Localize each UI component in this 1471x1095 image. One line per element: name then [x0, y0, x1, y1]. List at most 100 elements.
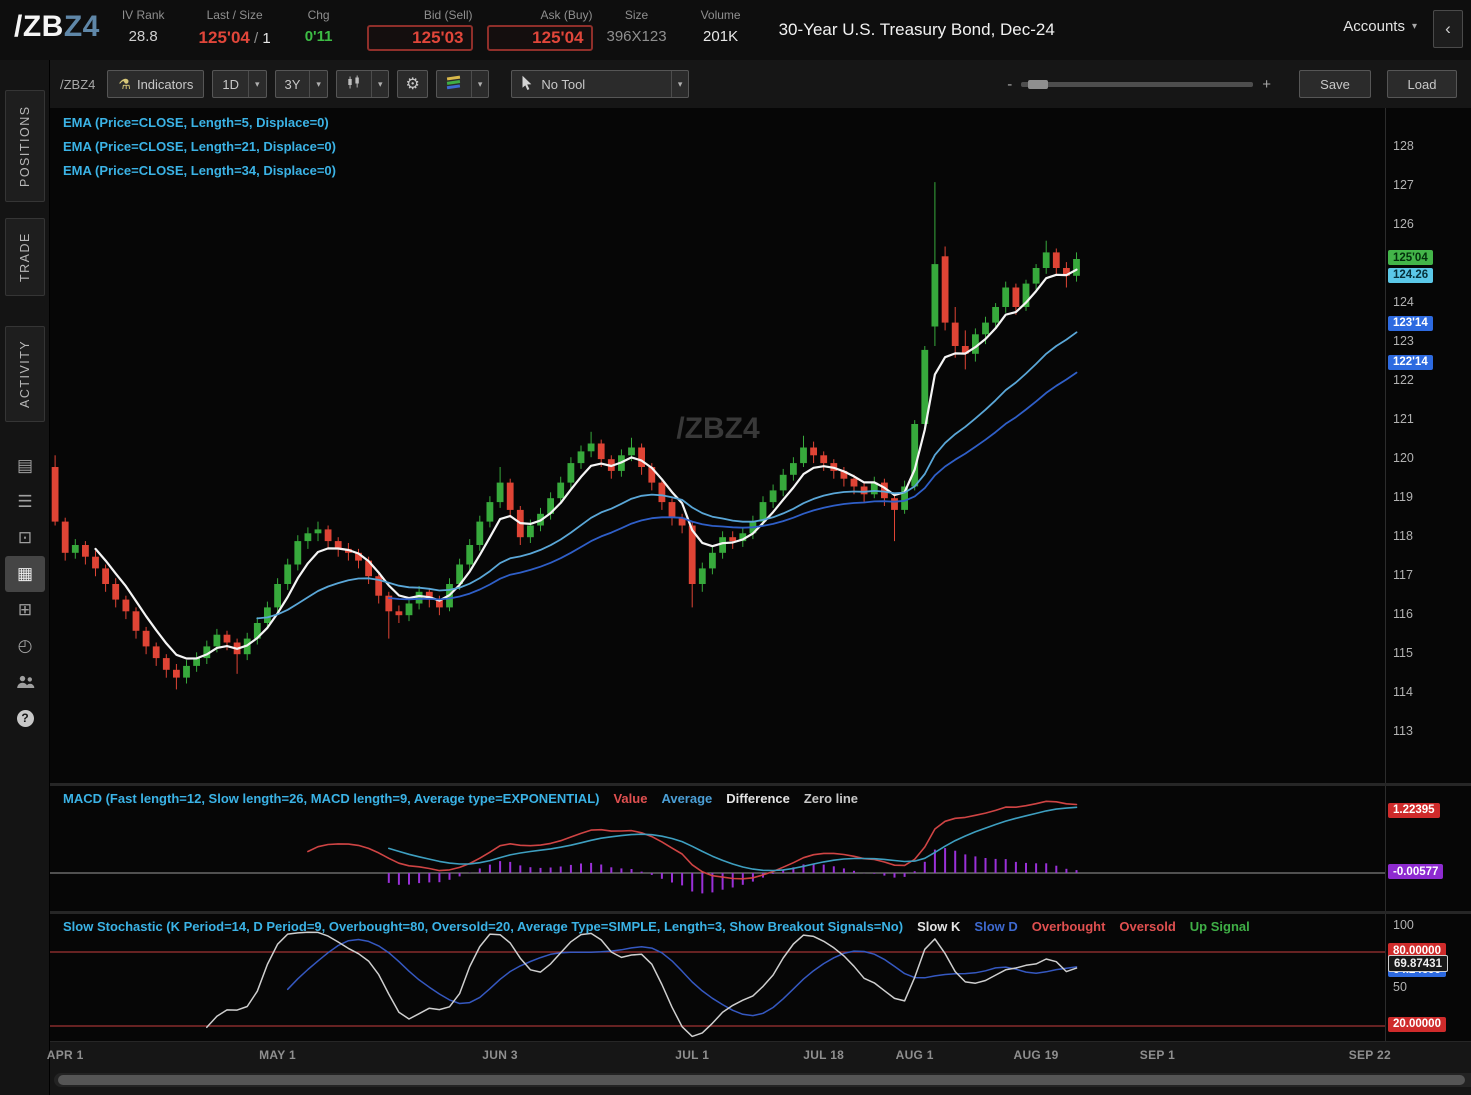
sidebar-calendar-icon[interactable]: ▤ [5, 448, 45, 484]
macd-legend-average: Average [661, 791, 713, 806]
macd-histogram [387, 848, 1078, 894]
sidebar-chart-icon[interactable]: ▦ [5, 556, 45, 592]
bid-sell-button[interactable]: 125'03 [366, 25, 473, 51]
price-axis[interactable]: 113 114 115 116 117 118 119 120 121 122 123 124 126 1… [1385, 108, 1471, 783]
drawing-style-dropdown[interactable]: ▾ [435, 70, 490, 98]
axis-tick-label: 117 [1393, 568, 1413, 583]
ema5-label[interactable]: EMA (Price=CLOSE, Length=5, Displace=0) [63, 115, 329, 130]
time-tick-label: JUL 1 [675, 1048, 710, 1062]
chg-label: Chg [307, 8, 330, 22]
zoom-slider-handle[interactable] [1028, 79, 1049, 89]
sidebar-tv-icon[interactable]: ⊡ [5, 520, 45, 556]
chart-scrollbar[interactable] [54, 1073, 1471, 1087]
bid-label: Bid (Sell) [423, 8, 473, 22]
chevron-down-icon: ▾ [470, 71, 489, 97]
macd-legend-value: Value [613, 791, 648, 806]
axis-badge: 20.00000 [1388, 1016, 1446, 1032]
range-dropdown[interactable]: 3Y ▾ [274, 70, 328, 98]
stoch-legend-slowd: Slow D [974, 919, 1018, 934]
macd-panel: 1.22395 -0.00577 MACD (Fast length=12, Sl… [50, 786, 1471, 911]
sidebar-help-icon[interactable]: ? [5, 700, 45, 736]
ask-buy-button[interactable]: 125'04 [486, 25, 593, 51]
axis-tick-label: 127 [1393, 178, 1414, 193]
load-button[interactable]: Load [1387, 70, 1457, 98]
list-icon: ☰ [17, 492, 33, 511]
symbol-root: /ZB [14, 10, 64, 43]
accounts-menu[interactable]: Accounts ▾ [1343, 18, 1417, 35]
axis-tick-label: 124 [1393, 295, 1414, 310]
axis-tick-label: 118 [1393, 529, 1413, 544]
chart-settings-button[interactable]: ⚙ [397, 70, 428, 98]
volume-stat: Volume 201K [701, 6, 741, 45]
candlestick-chart-icon [346, 75, 362, 93]
zoom-in-button[interactable]: + [1262, 75, 1271, 93]
quote-header: /ZBZ4 IV Rank 28.8 Last / Size 125'04 / … [0, 0, 1471, 60]
range-value: 3Y [284, 76, 301, 92]
macd-average-line [387, 806, 1078, 872]
stochastic-chart-svg[interactable] [50, 914, 1385, 1041]
people-icon [16, 675, 34, 688]
sidebar-people-icon[interactable] [5, 664, 45, 700]
collapse-panel-button[interactable]: ‹ [1433, 10, 1463, 48]
chart-area: /ZBZ4 ⚗ Indicators 1D ▾ 3Y ▾ ▾ ⚙ [47, 60, 1471, 1095]
axis-badge: 125'04 [1388, 250, 1433, 266]
stoch-legend-upsignal: Up Signal [1189, 919, 1250, 934]
last-size-separator: / [254, 30, 259, 47]
sidebar-tab-trade[interactable]: TRADE [5, 218, 45, 296]
indicators-button[interactable]: ⚗ Indicators [107, 70, 205, 98]
save-button[interactable]: Save [1299, 70, 1371, 98]
time-tick-label: AUG 19 [1013, 1048, 1059, 1062]
sidebar-tab-positions[interactable]: POSITIONS [5, 90, 45, 202]
price-chart-svg[interactable]: /ZBZ4 [50, 108, 1385, 783]
time-tick-label: APR 1 [46, 1048, 84, 1062]
chevron-down-icon: ▾ [1411, 21, 1417, 32]
macd-label[interactable]: MACD (Fast length=12, Slow length=26, MA… [63, 791, 600, 806]
macd-axis[interactable]: 1.22395 -0.00577 [1385, 786, 1471, 911]
tv-icon: ⊡ [17, 528, 33, 547]
macd-chart-svg[interactable] [50, 786, 1385, 911]
last-size-label: Last / Size [206, 8, 263, 22]
last-price: 125'04 [198, 28, 250, 47]
timeframe-dropdown[interactable]: 1D ▾ [212, 70, 267, 98]
axis-badge: 69.87431 [1388, 955, 1448, 973]
chart-icon: ▦ [16, 564, 34, 583]
stoch-d-line [286, 938, 1078, 1017]
drawing-tool-dropdown[interactable]: No Tool ▾ [511, 70, 690, 98]
axis-tick-label: 50 [1393, 979, 1407, 994]
chart-type-dropdown[interactable]: ▾ [335, 70, 390, 98]
panel-divider[interactable] [50, 911, 1471, 914]
contract-title: 30-Year U.S. Treasury Bond, Dec-24 [778, 20, 1055, 39]
sidebar-tab-activity[interactable]: ACTIVITY [5, 326, 45, 422]
sidebar-clock-icon[interactable]: ◴ [5, 628, 45, 664]
axis-badge: 1.22395 [1388, 802, 1440, 818]
calendar-icon: ▤ [16, 456, 34, 475]
stoch-legend-slowk: Slow K [917, 919, 961, 934]
axis-badge: 122'14 [1388, 354, 1433, 370]
candlesticks [51, 182, 1080, 690]
cursor-icon [521, 75, 533, 94]
indicators-flask-icon: ⚗ [118, 75, 131, 92]
zoom-out-button[interactable]: - [1007, 75, 1013, 93]
time-axis[interactable]: APR 1 MAY 1 JUN 3 JUL 1 JUL 18 AUG 1 AUG 19 SEP… [47, 1041, 1471, 1067]
panel-divider[interactable] [50, 783, 1471, 786]
macd-legend-zeroline: Zero line [803, 791, 859, 806]
ema21-label[interactable]: EMA (Price=CLOSE, Length=21, Displace=0) [63, 139, 336, 154]
sidebar-list-icon[interactable]: ☰ [5, 484, 45, 520]
drawing-layers-icon [446, 75, 462, 93]
chevron-down-icon: ▾ [309, 71, 327, 97]
gear-icon: ⚙ [405, 76, 420, 93]
stoch-label[interactable]: Slow Stochastic (K Period=14, D Period=9… [63, 919, 904, 934]
scrollbar-thumb[interactable] [58, 1075, 1465, 1085]
ema34-label[interactable]: EMA (Price=CLOSE, Length=34, Displace=0) [63, 163, 336, 178]
volume-label: Volume [700, 8, 741, 22]
size-stat: Size 396X123 [607, 6, 667, 45]
ema-study-labels: EMA (Price=CLOSE, Length=5, Displace=0) … [63, 115, 336, 187]
axis-badge: 124.26 [1388, 267, 1434, 283]
zoom-slider-track[interactable] [1021, 79, 1254, 89]
sidebar-grid-icon[interactable]: ⊞ [5, 592, 45, 628]
axis-tick-label: 120 [1393, 451, 1414, 466]
axis-tick-label: 114 [1393, 685, 1413, 700]
axis-badge: 123'14 [1388, 315, 1433, 331]
ema5-line [94, 268, 1078, 660]
